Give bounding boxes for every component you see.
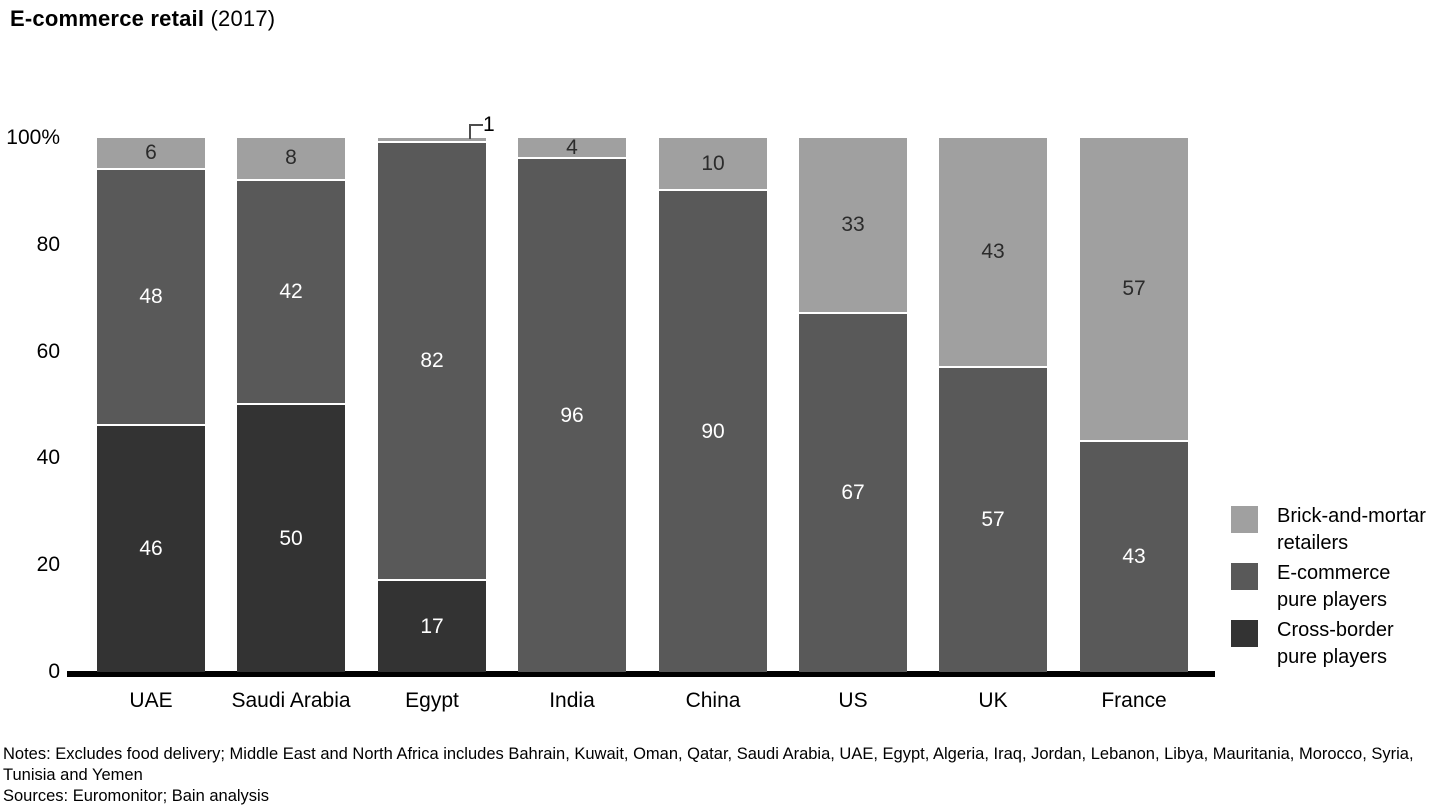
chart-title-main: E-commerce retail [10, 6, 205, 31]
bar-value-label: 10 [701, 151, 725, 175]
bar-segment: 46 [97, 426, 205, 672]
y-axis-tick-label: 80 [36, 232, 60, 256]
bar-value-label: 8 [285, 146, 297, 170]
legend-label: E-commerce pure players [1277, 562, 1391, 611]
bar-segment: 43 [939, 138, 1047, 368]
bar-value-label: 82 [420, 349, 444, 373]
bar-value-label: 67 [841, 481, 865, 505]
x-axis-category-label: China [685, 689, 741, 712]
bar-segment: 67 [799, 314, 907, 672]
footer: Notes: Excludes food delivery; Middle Ea… [3, 744, 1423, 807]
x-axis-line [67, 671, 1215, 677]
legend-swatch [1231, 620, 1258, 647]
legend-swatch [1231, 506, 1258, 533]
bar-segment [378, 138, 486, 144]
x-axis-category-label: UK [978, 689, 1008, 712]
bar-segment: 57 [939, 367, 1047, 672]
y-axis-tick-label: 20 [36, 553, 60, 577]
bar-value-label: 4 [566, 135, 578, 159]
x-axis-category-label: France [1101, 689, 1167, 712]
callout-line [469, 124, 483, 139]
bar-segment: 33 [799, 138, 907, 315]
legend: Brick-and-mortar retailers E-commerce pur… [1231, 503, 1426, 674]
bar-segment: 4 [518, 135, 626, 160]
bar-value-label: 90 [701, 419, 725, 443]
bar-segment: 57 [1080, 138, 1188, 443]
bar-value-label: 57 [981, 507, 1005, 531]
legend-label: Cross-border pure players [1277, 619, 1394, 668]
bar-value-label: 17 [420, 614, 444, 638]
legend-item: Brick-and-mortar retailers [1231, 503, 1426, 557]
legend-swatch [1231, 563, 1258, 590]
y-axis-tick-label: 40 [36, 446, 60, 470]
callout-value-label: 1 [483, 113, 495, 136]
bar-value-label: 48 [139, 285, 163, 309]
bar-segment: 96 [518, 159, 626, 672]
bar-value-label: 46 [139, 537, 163, 561]
bar-segment: 43 [1080, 442, 1188, 672]
bar-value-label: 42 [279, 279, 303, 303]
bar-value-label: 6 [145, 141, 157, 165]
y-axis-tick-label: 0 [48, 660, 60, 683]
bar-segment: 6 [97, 138, 205, 171]
bar-value-label: 43 [981, 239, 1005, 263]
x-axis-category-label: India [549, 689, 595, 712]
bar-segment: 82 [378, 143, 486, 582]
legend-label: Brick-and-mortar retailers [1277, 505, 1426, 554]
bar-segment: 48 [97, 170, 205, 427]
x-axis-category-label: Saudi Arabia [231, 689, 351, 712]
notes-text: Notes: Excludes food delivery; Middle Ea… [3, 745, 1414, 784]
bar-value-label: 57 [1122, 277, 1146, 301]
bar-value-label: 96 [560, 403, 584, 427]
y-axis-tick-label: 100% [6, 126, 60, 149]
chart-title-year: (2017) [204, 6, 276, 31]
x-axis-category-label: Egypt [405, 689, 459, 712]
bar-segment: 10 [659, 138, 767, 192]
bar-segment: 17 [378, 581, 486, 672]
y-axis-tick-label: 60 [36, 339, 60, 363]
bar-segment: 8 [237, 138, 345, 181]
bar-value-label: 33 [841, 213, 865, 237]
bar-segment: 90 [659, 191, 767, 672]
bar-segment: 42 [237, 180, 345, 405]
bar-segment: 50 [237, 405, 345, 672]
legend-item: Cross-border pure players [1231, 617, 1426, 671]
bar-value-label: 43 [1122, 545, 1146, 569]
legend-item: E-commerce pure players [1231, 560, 1426, 614]
x-axis-category-label: US [838, 689, 868, 712]
bar-value-label: 50 [279, 526, 303, 550]
x-axis-category-label: UAE [129, 689, 173, 712]
sources-text: Sources: Euromonitor; Bain analysis [3, 787, 269, 805]
chart-title: E-commerce retail (2017) [10, 6, 275, 32]
